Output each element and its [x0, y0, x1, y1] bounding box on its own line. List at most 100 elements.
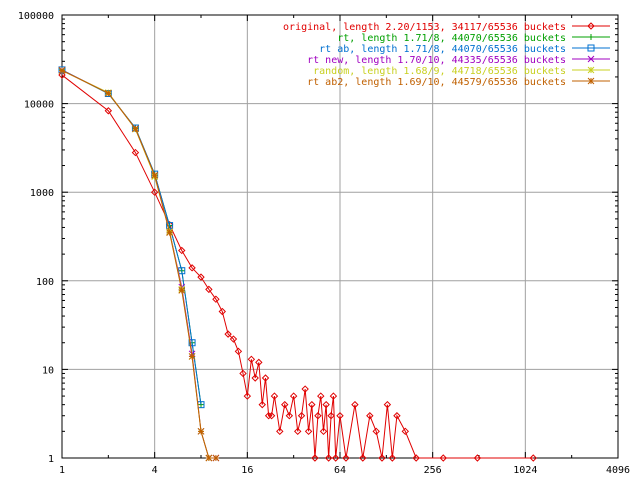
data-point	[131, 148, 140, 157]
data-point	[393, 412, 401, 420]
data-point	[473, 454, 482, 462]
series-4	[58, 66, 220, 462]
data-point	[255, 358, 263, 367]
data-point	[224, 330, 232, 338]
data-point	[439, 454, 447, 462]
series-1	[58, 71, 537, 462]
data-point	[234, 347, 243, 356]
x-tick-label: 16	[241, 465, 253, 476]
legend-item: random, length 1.68/9, 44718/65536 bucke…	[313, 66, 610, 77]
data-point	[197, 427, 205, 435]
data-point	[239, 369, 247, 378]
y-tick-label: 100000	[18, 11, 54, 22]
data-point	[205, 454, 213, 462]
data-point	[285, 412, 294, 420]
data-point	[317, 392, 325, 400]
data-point	[229, 335, 238, 343]
data-point	[264, 412, 273, 420]
x-tick-label: 256	[424, 465, 442, 476]
legend-marker	[587, 66, 595, 74]
legend-label: rt ab2, length 1.69/10, 44579/65536 buck…	[307, 77, 566, 88]
legend-label: rt new, length 1.70/10, 44335/65536 buck…	[307, 55, 566, 66]
data-point	[251, 374, 259, 382]
data-point	[401, 427, 410, 436]
data-point	[372, 427, 380, 436]
data-point	[58, 67, 66, 74]
legend-label: rt, length 1.71/8, 44070/65536 buckets	[337, 33, 566, 44]
legend-label: random, length 1.68/9, 44718/65536 bucke…	[313, 66, 566, 77]
x-tick-label: 4	[152, 465, 158, 476]
data-point	[188, 264, 196, 272]
legend-item: original, length 2.20/1153, 34117/65536 …	[283, 22, 610, 33]
legend-marker	[587, 77, 595, 85]
x-tick-label: 64	[334, 465, 346, 476]
data-point	[270, 392, 279, 400]
legend-item: rt ab, length 1.71/8, 44070/65536 bucket…	[319, 44, 610, 55]
series-lines	[58, 66, 537, 462]
data-point	[412, 454, 420, 462]
data-point	[166, 229, 173, 236]
data-point	[366, 412, 374, 420]
data-point	[301, 385, 309, 393]
data-point	[197, 273, 205, 281]
series-line	[61, 74, 534, 459]
data-point	[212, 295, 220, 303]
data-point	[383, 400, 392, 409]
data-point	[188, 353, 196, 360]
legend-item: rt, length 1.71/8, 44070/65536 buckets	[337, 33, 610, 44]
y-tick-label: 10000	[24, 100, 54, 111]
legend-marker	[588, 34, 594, 40]
data-point	[178, 246, 186, 255]
data-point	[378, 454, 386, 462]
data-point	[58, 71, 66, 79]
y-tick-label: 10	[42, 365, 54, 376]
data-point	[314, 412, 322, 420]
legend-marker	[587, 55, 595, 63]
series-line	[61, 69, 202, 405]
series-line	[61, 69, 202, 405]
data-point	[319, 427, 328, 436]
data-point	[289, 392, 298, 400]
y-tick-label: 1000	[30, 188, 54, 199]
data-point	[150, 188, 159, 196]
x-axis-ticks: 1 4 16 64 256 1024 4096	[59, 15, 630, 476]
data-point	[294, 427, 302, 436]
data-point	[327, 412, 335, 420]
data-point	[178, 287, 186, 294]
series-3	[58, 66, 205, 409]
data-point	[205, 285, 213, 294]
legend-marker	[587, 44, 595, 52]
data-point	[311, 454, 319, 462]
data-point	[276, 427, 284, 436]
data-point	[342, 454, 350, 462]
x-tick-label: 1024	[513, 465, 537, 476]
data-point	[188, 339, 196, 347]
data-point	[336, 412, 344, 420]
data-point	[261, 374, 270, 382]
data-point	[104, 89, 112, 97]
data-point	[104, 107, 113, 115]
y-axis-ticks: 1 10 100 1000 10000 100000	[18, 11, 618, 465]
data-point	[218, 307, 226, 316]
legend-label: original, length 2.20/1153, 34117/65536 …	[283, 22, 566, 33]
x-tick-label: 1	[59, 465, 65, 476]
data-point	[297, 412, 306, 420]
data-point	[151, 171, 159, 179]
data-point	[359, 454, 367, 462]
series-6	[58, 67, 220, 462]
data-point	[178, 267, 186, 275]
data-point	[388, 454, 397, 462]
data-point	[132, 125, 139, 133]
data-point	[322, 400, 330, 409]
data-point	[331, 454, 340, 462]
data-point	[351, 400, 359, 409]
data-point	[243, 392, 252, 400]
data-point	[304, 427, 313, 436]
data-point	[281, 400, 289, 409]
y-tick-label: 100	[36, 277, 54, 288]
y-tick-label: 1	[48, 454, 54, 465]
legend-label: rt ab, length 1.71/8, 44070/65536 bucket…	[319, 44, 566, 55]
series-2	[59, 66, 204, 408]
data-point	[308, 400, 316, 409]
